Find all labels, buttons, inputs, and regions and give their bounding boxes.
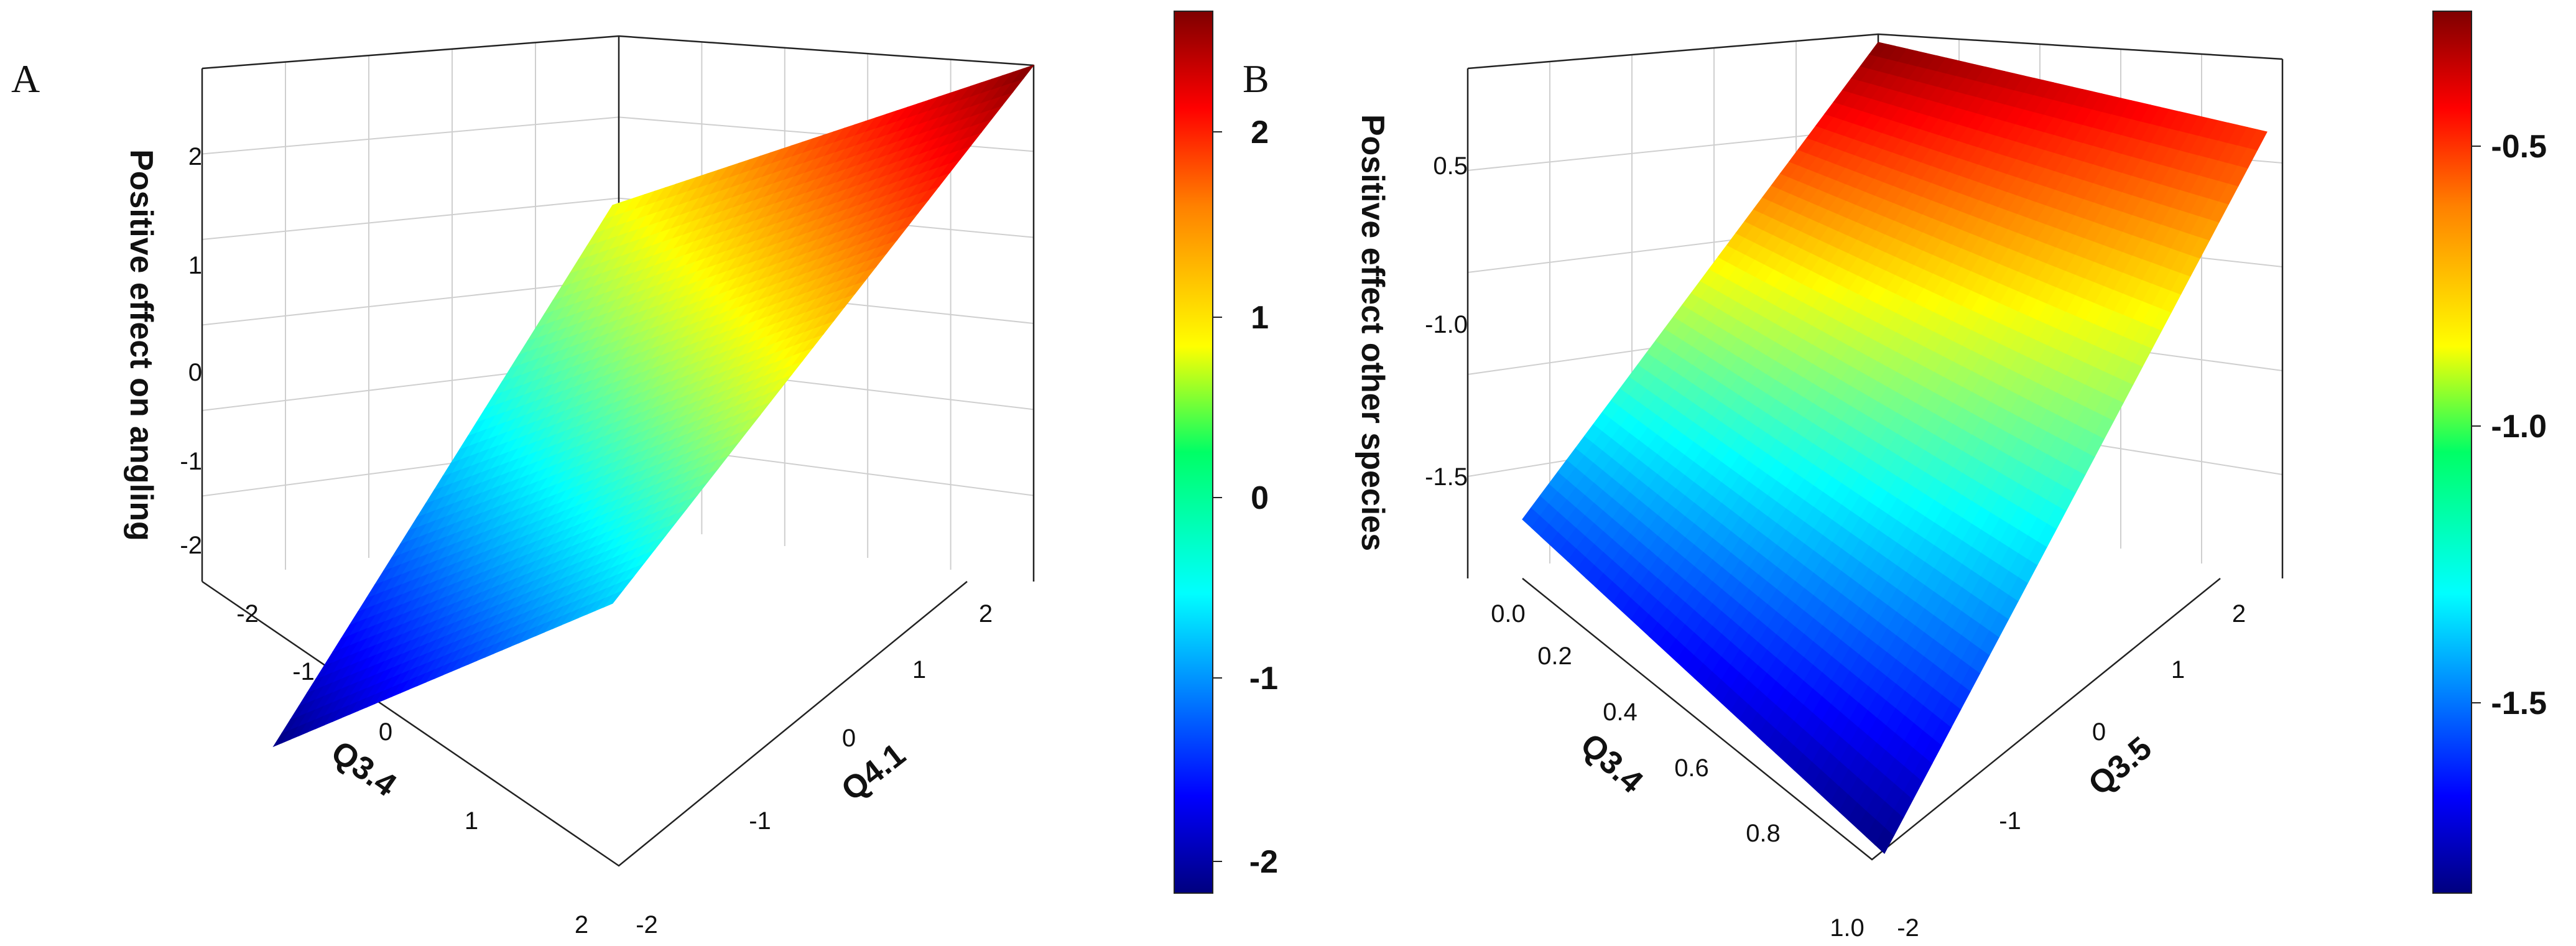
panel-a-surface: [272, 64, 1035, 748]
x-tick-label: 1.0: [1830, 914, 1865, 942]
x-tick-label: 0.4: [1603, 698, 1638, 726]
colorbar-tick-label: -1.0: [2491, 409, 2547, 445]
panel-a-z-axis-label: Positive effect on angling: [123, 149, 159, 541]
panel-a-y-ticks: -2 -1 0 1 2: [636, 600, 993, 939]
panel-a-z-ticks: 2 1 0 -1 -2: [180, 143, 202, 559]
x-tick-label: 0: [379, 718, 392, 746]
colorbar-tick-label: -1: [1249, 661, 1278, 697]
z-tick-label: -1.5: [1425, 463, 1468, 491]
y-tick-label: -1: [1999, 807, 2021, 835]
y-tick-label: 2: [979, 600, 993, 628]
panel-b-letter: B: [1243, 57, 1269, 101]
y-tick-label: 0: [2092, 718, 2106, 746]
x-tick-label: 2: [575, 911, 588, 939]
x-tick-label: 0.0: [1491, 600, 1526, 628]
x-tick-label: 0.2: [1537, 642, 1572, 670]
colorbar-tick-label: -1.5: [2491, 685, 2547, 721]
z-tick-label: -2: [180, 532, 202, 559]
x-tick-label: 0.6: [1674, 754, 1709, 782]
panel-a-colorbar-ticks: 2 1 0 -1 -2: [1213, 114, 1278, 880]
x-tick-label: -2: [236, 600, 259, 628]
y-tick-label: 2: [2232, 600, 2246, 628]
panel-b-x-axis-label: Q3.4: [1573, 726, 1650, 800]
z-tick-label: 1: [188, 252, 202, 279]
panel-a-letter: A: [11, 57, 40, 101]
panel-b-surface: [1522, 42, 2268, 854]
surface-facet: [2247, 129, 2268, 151]
x-tick-label: -1: [292, 658, 315, 685]
panel-b: B 0.5 -1.0 -1.5 0.0 0.2 0.4 0.6 0.8 1.0 …: [1243, 11, 2547, 942]
z-tick-label: 0.5: [1433, 152, 1468, 180]
colorbar-tick-label: 0: [1251, 480, 1269, 516]
y-tick-label: 0: [842, 725, 856, 752]
grid-line: [202, 197, 619, 240]
panel-b-y-ticks: -2 -1 0 1 2: [1897, 600, 2246, 942]
panel-a-colorbar: [1174, 11, 1213, 894]
y-tick-label: 1: [912, 656, 926, 684]
colorbar-tick-label: 2: [1251, 114, 1269, 151]
x-tick-label: 0.8: [1746, 820, 1781, 847]
z-tick-label: 2: [188, 143, 202, 170]
y-tick-label: -2: [1897, 914, 1919, 942]
y-tick-label: -1: [749, 807, 771, 835]
panel-b-x-ticks: 0.0 0.2 0.4 0.6 0.8 1.0: [1491, 600, 1865, 942]
colorbar-tick-label: -2: [1249, 844, 1278, 880]
x-tick-label: 1: [465, 807, 478, 835]
colorbar-tick-label: -0.5: [2491, 129, 2547, 165]
panel-a-x-ticks: -2 -1 0 1 2: [236, 600, 588, 939]
panel-b-z-ticks: 0.5 -1.0 -1.5: [1425, 152, 1468, 491]
y-tick-label: 1: [2171, 656, 2185, 684]
panel-b-colorbar-ticks: -0.5 -1.0 -1.5: [2472, 129, 2547, 721]
grid-line: [202, 116, 619, 155]
z-tick-label: -1.0: [1425, 311, 1468, 338]
panel-b-colorbar: [2432, 11, 2472, 894]
panel-a: A 2 1 0 -1 -2 -2 -1 0 1 2 -2: [11, 11, 1278, 939]
grid-line: [202, 279, 619, 326]
colorbar-tick-label: 1: [1251, 300, 1269, 336]
z-tick-label: 0: [188, 359, 202, 386]
surface-facet: [1011, 64, 1035, 83]
z-tick-label: -1: [180, 448, 202, 475]
y-tick-label: -2: [636, 911, 658, 939]
panel-b-z-axis-label: Positive effect other species: [1355, 114, 1391, 551]
